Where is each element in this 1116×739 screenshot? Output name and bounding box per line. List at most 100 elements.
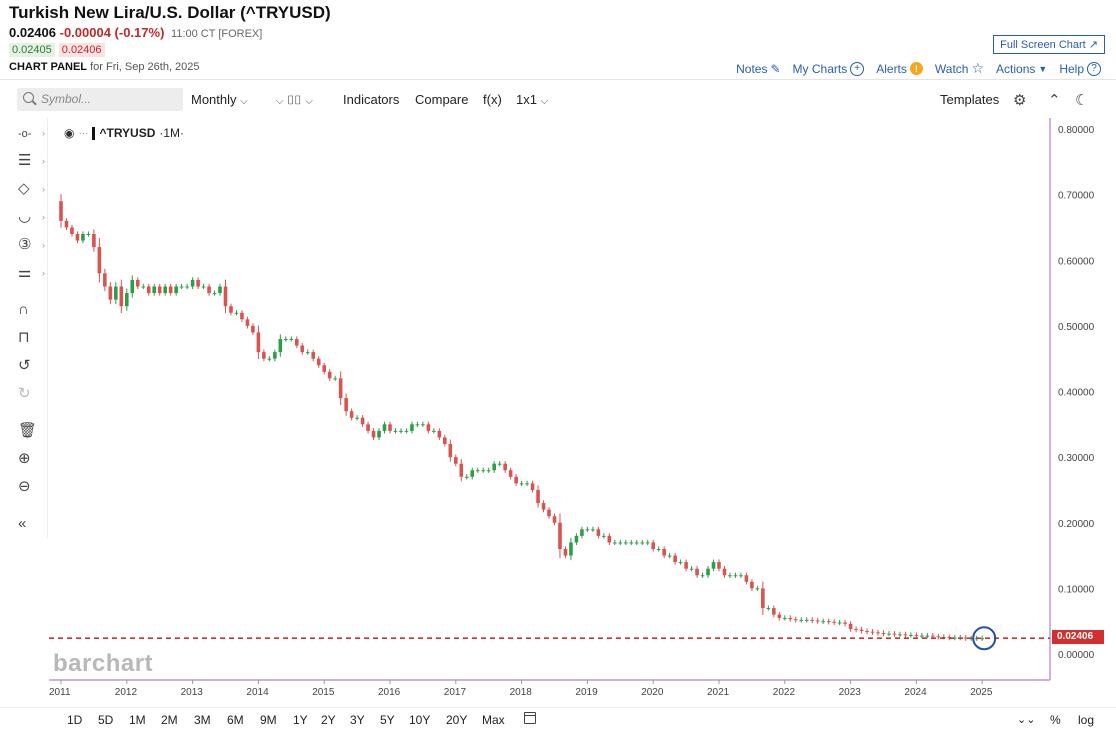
compare-button[interactable]: Compare bbox=[415, 92, 469, 107]
range-9m[interactable]: 9M bbox=[260, 713, 277, 727]
delete-button[interactable]: 🗑 bbox=[18, 420, 40, 442]
more-icon[interactable]: ··· bbox=[78, 127, 89, 139]
percent-toggle[interactable]: % bbox=[1050, 713, 1061, 727]
range-1d[interactable]: 1D bbox=[67, 713, 83, 727]
candle-body bbox=[349, 411, 354, 418]
chevron-down-icon: ⌵ bbox=[305, 96, 313, 107]
notes-link[interactable]: Notes ✎ bbox=[736, 62, 780, 76]
candle-body bbox=[366, 424, 370, 431]
range-2y[interactable]: 2Y bbox=[321, 713, 336, 727]
chevron-down-icon: ⌵ bbox=[540, 96, 549, 107]
number-icon: ③ bbox=[18, 236, 32, 253]
chart-panel-label: CHART PANEL for Fri, Sep 26th, 2025 bbox=[9, 61, 200, 73]
fib-tool[interactable]: ☰ › bbox=[18, 150, 45, 172]
candle-body bbox=[355, 417, 359, 419]
chart-type-dropdown[interactable]: ⌵ ⌷⌷ ⌵ bbox=[276, 92, 313, 108]
alert-icon: ! bbox=[909, 62, 923, 75]
range-10y[interactable]: 10Y bbox=[409, 713, 431, 727]
candle-body bbox=[492, 463, 496, 471]
chart-area[interactable]: 0.80000 0.70000 0.60000 0.50000 0.40000 0.300… bbox=[49, 118, 1116, 730]
watch-link[interactable]: Watch ☆ bbox=[935, 60, 984, 77]
full-screen-chart-button[interactable]: Full Screen Chart ↗ bbox=[993, 35, 1105, 54]
candle-body bbox=[651, 542, 655, 549]
candle-body bbox=[212, 293, 217, 295]
range-1y[interactable]: 1Y bbox=[293, 713, 308, 727]
price-chart[interactable]: 0.80000 0.70000 0.60000 0.50000 0.40000 0.300… bbox=[49, 118, 1116, 730]
range-2m[interactable]: 2M bbox=[161, 713, 178, 727]
watch-label: Watch bbox=[934, 61, 969, 76]
candle-body bbox=[399, 430, 403, 432]
candle-body bbox=[854, 629, 858, 631]
candle-body bbox=[717, 562, 721, 569]
redo-icon: ↻ bbox=[18, 385, 31, 402]
candle-body bbox=[130, 279, 135, 294]
range-max[interactable]: Max bbox=[482, 713, 505, 727]
zoom-in-button[interactable]: ⊕ bbox=[18, 448, 40, 470]
candle-body bbox=[223, 286, 228, 307]
collapse-panel-button[interactable]: « bbox=[18, 513, 40, 535]
period-dropdown[interactable]: Monthly ⌵ bbox=[191, 92, 248, 107]
candle-body bbox=[843, 622, 847, 624]
candle-body bbox=[558, 522, 562, 549]
moon-icon[interactable]: ☾ bbox=[1075, 92, 1089, 109]
range-5d[interactable]: 5D bbox=[98, 713, 114, 727]
chart-toolbar: Symbol... Monthly ⌵ ⌵ ⌷⌷ ⌵ Indicators Co… bbox=[0, 86, 1116, 114]
candle-body bbox=[706, 568, 710, 576]
log-toggle[interactable]: log bbox=[1078, 713, 1095, 727]
magnet-tool[interactable]: ∩ bbox=[18, 299, 40, 321]
candle-body bbox=[777, 614, 782, 618]
crosshair-tool[interactable]: -o- › bbox=[18, 122, 45, 144]
symbol-search-input[interactable]: Symbol... bbox=[17, 88, 183, 111]
candle-body bbox=[333, 378, 337, 380]
pattern-tool[interactable]: ③ › bbox=[18, 234, 45, 256]
help-link[interactable]: Help? bbox=[1059, 61, 1101, 76]
candle-body bbox=[772, 608, 776, 615]
redo-button[interactable]: ↻ bbox=[18, 383, 40, 405]
undo-button[interactable]: ↺ bbox=[18, 355, 40, 377]
gear-icon[interactable]: ⚙ bbox=[1013, 92, 1027, 109]
measure-tool[interactable]: ⚌ › bbox=[18, 262, 45, 284]
double-chevron-down-icon[interactable]: ⌄⌄ bbox=[1017, 714, 1036, 726]
range-6m[interactable]: 6M bbox=[227, 713, 244, 727]
candle-body bbox=[393, 430, 398, 432]
x-tick-label: 2012 bbox=[115, 687, 138, 698]
candle-body bbox=[574, 535, 579, 543]
range-3m[interactable]: 3M bbox=[194, 713, 211, 727]
candle-body bbox=[256, 332, 261, 353]
candle-body bbox=[618, 542, 623, 544]
fibonacci-icon: ☰ bbox=[18, 152, 32, 169]
candle-body bbox=[284, 339, 288, 340]
function-button[interactable]: f(x) bbox=[483, 92, 502, 107]
candle-body bbox=[602, 535, 606, 537]
candle-body bbox=[783, 617, 787, 619]
shape-tool[interactable]: ◇ › bbox=[18, 178, 45, 200]
range-3y[interactable]: 3Y bbox=[350, 713, 365, 727]
calendar-icon[interactable] bbox=[524, 712, 536, 724]
candle-body bbox=[179, 286, 184, 288]
indicators-button[interactable]: Indicators bbox=[343, 92, 400, 107]
alerts-link[interactable]: Alerts! bbox=[876, 62, 923, 76]
templates-button[interactable]: Templates bbox=[940, 92, 1000, 107]
layout-dropdown[interactable]: 1x1 ⌵ bbox=[516, 92, 548, 107]
lock-tool[interactable]: ⊓ bbox=[18, 327, 40, 349]
candle-body bbox=[585, 529, 590, 531]
zoom-in-icon: ⊕ bbox=[18, 450, 31, 467]
last-price: 0.02406 bbox=[9, 25, 56, 40]
candle-body bbox=[837, 622, 842, 624]
eye-icon[interactable]: ◉ bbox=[64, 126, 75, 140]
actions-menu[interactable]: Actions ▼ bbox=[996, 62, 1047, 76]
magnet-icon: ∩ bbox=[18, 301, 29, 318]
x-tick-label: 2015 bbox=[312, 687, 335, 698]
zoom-out-button[interactable]: ⊖ bbox=[18, 476, 40, 498]
line-tool-icon: -o- bbox=[18, 128, 32, 140]
range-5y[interactable]: 5Y bbox=[380, 713, 395, 727]
collapse-up-icon[interactable]: ⌃ bbox=[1048, 92, 1061, 109]
range-1m[interactable]: 1M bbox=[129, 713, 146, 727]
zoom-out-icon: ⊖ bbox=[18, 478, 31, 495]
candle-body bbox=[157, 286, 162, 294]
range-20y[interactable]: 20Y bbox=[446, 713, 468, 727]
curve-tool[interactable]: ◡ › bbox=[18, 206, 45, 228]
candle-body bbox=[377, 430, 381, 438]
candle-body bbox=[909, 634, 913, 636]
my-charts-link[interactable]: My Charts + bbox=[793, 61, 865, 76]
